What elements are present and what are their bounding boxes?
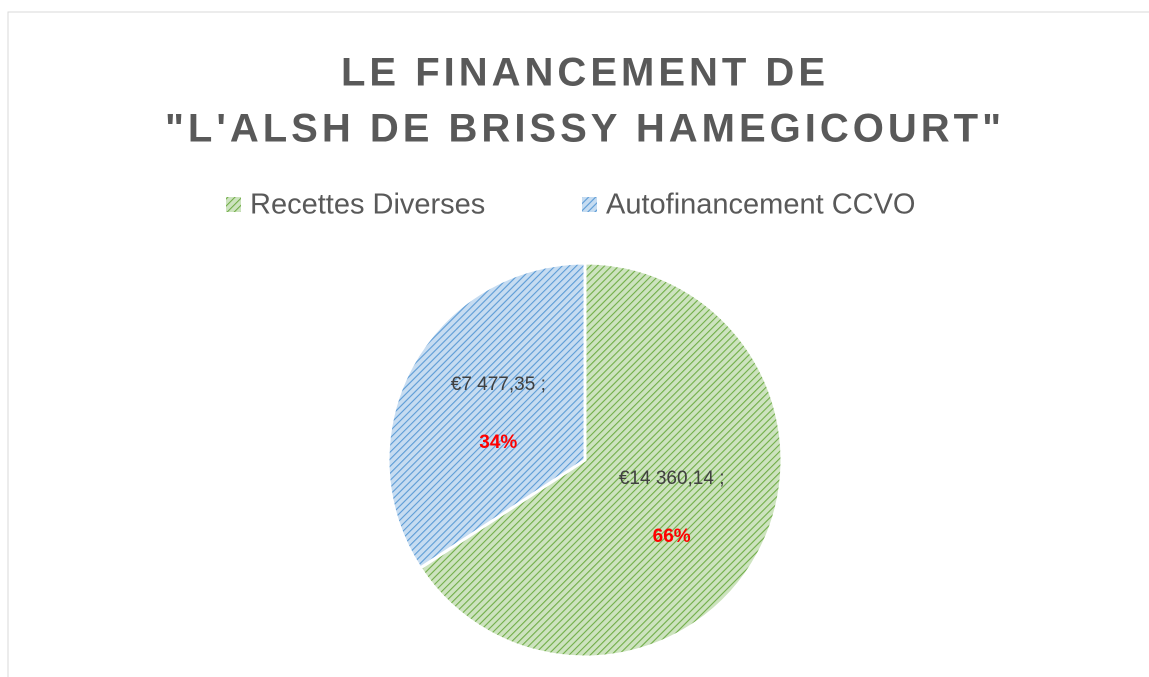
percent-label: 34% [479, 432, 517, 453]
pie-slice [418, 261, 784, 659]
legend-swatch [226, 197, 241, 212]
value-label: €7 477,35 ; [451, 374, 546, 395]
legend-label: Recettes Diverses [250, 189, 485, 221]
legend-swatch [582, 197, 597, 212]
chart-title: LE FINANCEMENT DE [341, 51, 829, 95]
legend-label: Autofinancement CCVO [606, 189, 915, 221]
value-label: €14 360,14 ; [619, 468, 725, 489]
pie-slice [386, 261, 587, 571]
percent-label: 66% [653, 526, 691, 547]
chart-title: "L'ALSH DE BRISSY HAMEGICOURT" [165, 107, 1005, 151]
